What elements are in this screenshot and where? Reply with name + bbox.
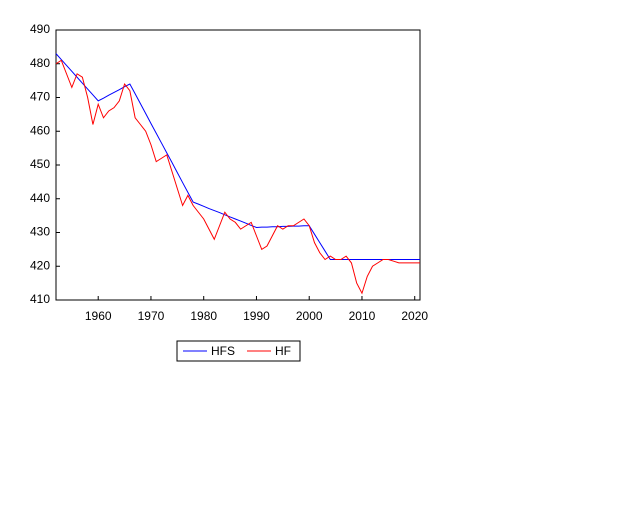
y-tick-label: 490 xyxy=(30,22,50,36)
y-tick-label: 460 xyxy=(30,123,50,137)
x-tick-label: 1960 xyxy=(85,309,112,323)
x-tick-label: 2010 xyxy=(349,309,376,323)
x-tick-label: 2020 xyxy=(401,309,428,323)
x-tick-label: 1990 xyxy=(243,309,270,323)
x-tick-label: 1980 xyxy=(190,309,217,323)
y-tick-label: 420 xyxy=(30,258,50,272)
y-tick-label: 430 xyxy=(30,225,50,239)
y-tick-label: 410 xyxy=(30,292,50,306)
series-line xyxy=(55,59,420,295)
legend xyxy=(176,340,301,362)
y-tick-label: 440 xyxy=(30,191,50,205)
y-tick-label: 470 xyxy=(30,90,50,104)
legend-label: HFS xyxy=(211,344,235,358)
x-tick-label: 2000 xyxy=(296,309,323,323)
legend-label: HF xyxy=(275,344,291,358)
y-tick-label: 450 xyxy=(30,157,50,171)
x-tick-label: 1970 xyxy=(138,309,165,323)
y-tick-label: 480 xyxy=(30,56,50,70)
series-line xyxy=(55,53,420,260)
